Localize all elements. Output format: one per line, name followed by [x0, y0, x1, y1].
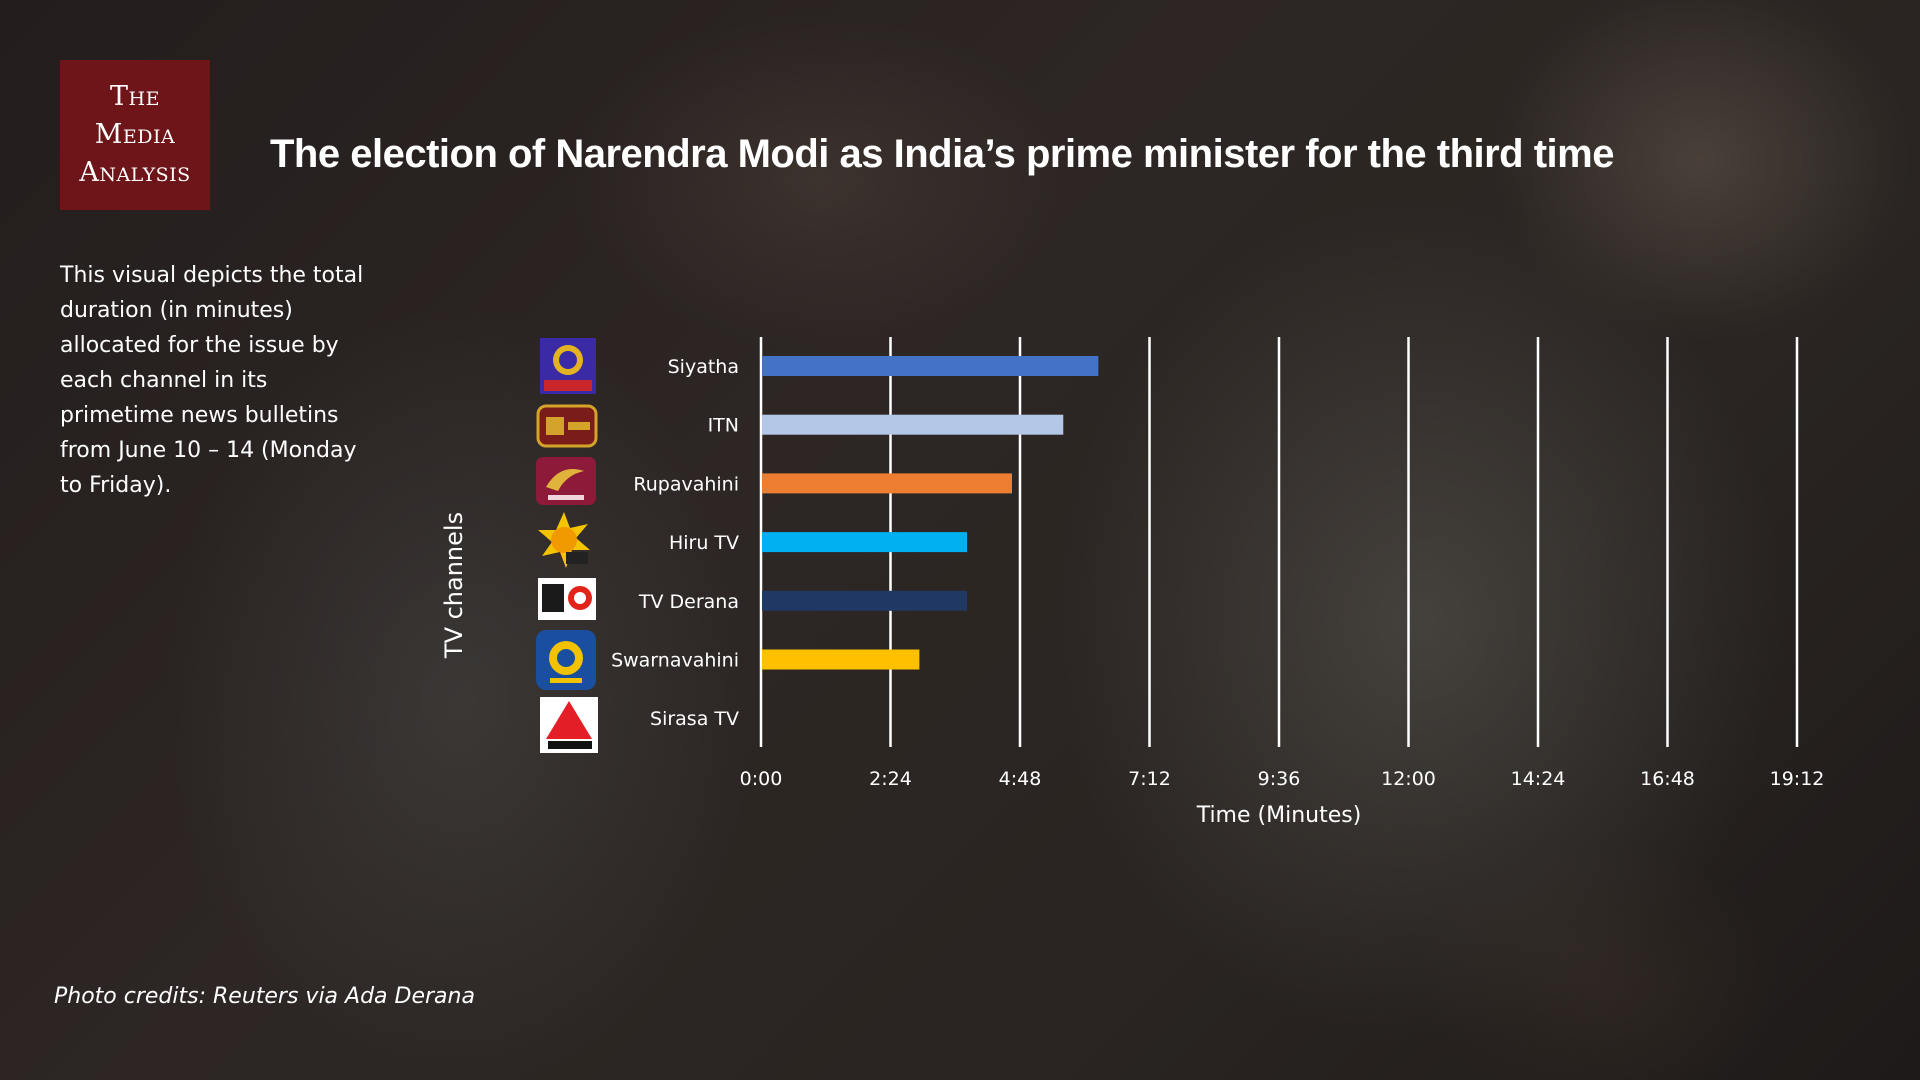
logo-line-1: The	[110, 81, 160, 112]
media-analysis-logo: The Media Analysis	[60, 60, 210, 210]
photo-credits: Photo credits: Reuters via Ada Derana	[54, 984, 475, 1009]
category-label: Siyatha	[668, 356, 739, 378]
category-label: Swarnavahini	[611, 650, 739, 672]
tv-derana-logo-icon	[538, 578, 596, 620]
bar	[762, 473, 1013, 494]
rupavahini-logo-icon	[536, 457, 596, 505]
category-label: TV Derana	[638, 591, 739, 613]
logo-line-3: Analysis	[79, 157, 191, 188]
bar	[762, 414, 1064, 435]
chart-tick-labels: 0:00 2:24 4:48 7:12 9:36 12:00 14:24 16:48 19:12	[740, 768, 1825, 790]
bar	[762, 590, 968, 611]
x-tick-label: 2:24	[869, 768, 912, 790]
chart-description: This visual depicts the total duration (…	[60, 263, 364, 498]
y-axis-label: TV channels	[440, 512, 468, 659]
category-label: Sirasa TV	[650, 708, 739, 730]
hiru-tv-logo-icon	[538, 512, 590, 568]
bar	[762, 356, 1099, 376]
chart-category-labels: Siyatha ITN Rupavahini Hiru TV TV Derana Swar…	[611, 356, 739, 730]
x-axis-label: Time (Minutes)	[1196, 803, 1362, 828]
sirasa-tv-logo-icon	[540, 697, 598, 753]
bar	[762, 532, 968, 553]
x-tick-label: 4:48	[999, 768, 1042, 790]
logo-line-2: Media	[94, 119, 176, 150]
x-tick-label: 19:12	[1770, 768, 1825, 790]
chart-bars	[762, 356, 1099, 670]
siyatha-tv-logo-icon	[540, 338, 596, 394]
category-label: ITN	[708, 415, 739, 437]
x-tick-label: 12:00	[1381, 768, 1436, 790]
x-tick-label: 9:36	[1258, 768, 1301, 790]
x-tick-label: 16:48	[1640, 768, 1695, 790]
swarnavahini-logo-icon	[536, 630, 596, 690]
bar	[762, 649, 920, 670]
page-title: The election of Narendra Modi as India’s…	[270, 132, 1614, 176]
chart-gridlines	[759, 337, 1799, 747]
category-label: Rupavahini	[633, 473, 739, 495]
x-tick-label: 14:24	[1511, 768, 1566, 790]
x-tick-label: 7:12	[1128, 768, 1171, 790]
itn-sri-lanka-logo-icon	[536, 404, 598, 448]
x-tick-label: 0:00	[740, 768, 783, 790]
category-label: Hiru TV	[669, 532, 739, 554]
